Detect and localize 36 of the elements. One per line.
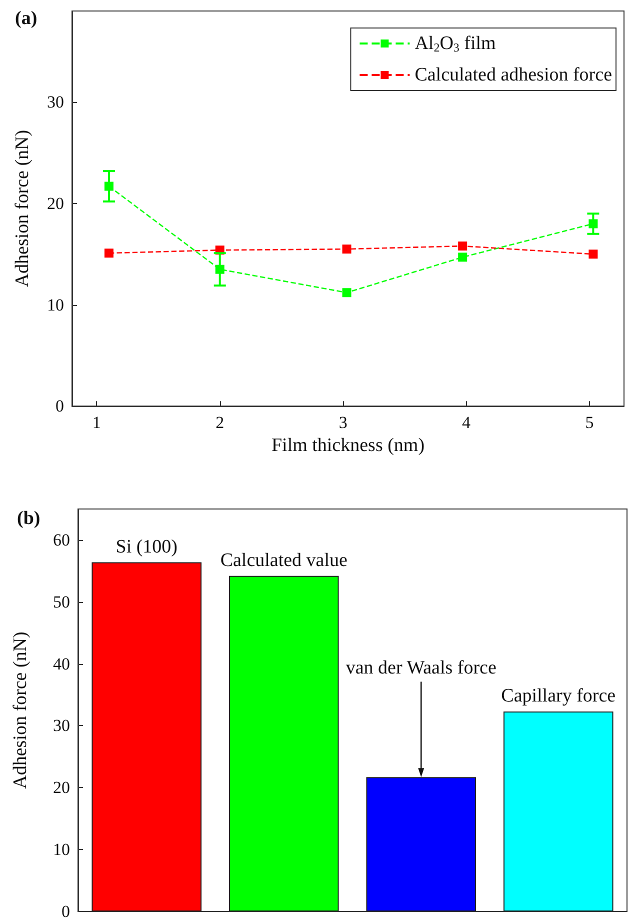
annotation: Calculated value xyxy=(220,550,348,571)
point xyxy=(342,288,352,298)
annotation: Si (100) xyxy=(116,536,178,558)
y-tick-label: 10 xyxy=(53,840,70,860)
y-tick-label: 60 xyxy=(53,530,70,550)
x-tick-label: 3 xyxy=(338,413,348,432)
y-tick-label: 20 xyxy=(47,194,64,213)
y-tick-label: 0 xyxy=(62,902,70,920)
point xyxy=(104,248,114,258)
annotation: van der Waals force xyxy=(346,658,496,679)
x-axis-title: Film thickness (nm) xyxy=(271,435,425,456)
legend-label: Calculated adhesion force xyxy=(414,64,612,86)
y-tick-label: 20 xyxy=(53,778,70,798)
bar xyxy=(92,562,202,912)
chart-title: (a) xyxy=(15,8,38,29)
y-axis-title: Adhesion force (nN) xyxy=(12,130,33,288)
y-tick-label: 50 xyxy=(53,592,70,612)
point xyxy=(458,242,468,251)
x-tick-label: 4 xyxy=(462,413,472,432)
point xyxy=(458,252,468,262)
point xyxy=(588,250,598,259)
y-tick-label: 0 xyxy=(56,396,64,416)
point xyxy=(342,244,352,254)
y-tick-label: 40 xyxy=(53,654,70,674)
bar xyxy=(366,777,476,912)
y-tick-label: 30 xyxy=(53,716,70,736)
x-tick-label: 1 xyxy=(92,413,101,432)
y-tick-label: 10 xyxy=(47,295,64,314)
chart-title: (b) xyxy=(17,508,40,529)
x-tick-label: 5 xyxy=(585,413,594,432)
y-axis-title: Adhesion force (nN) xyxy=(10,632,31,789)
y-tick-label: 30 xyxy=(47,92,64,112)
annotation: Capillary force xyxy=(501,685,616,706)
x-tick-label: 2 xyxy=(216,413,224,432)
bar xyxy=(503,711,614,912)
bar xyxy=(228,576,339,912)
